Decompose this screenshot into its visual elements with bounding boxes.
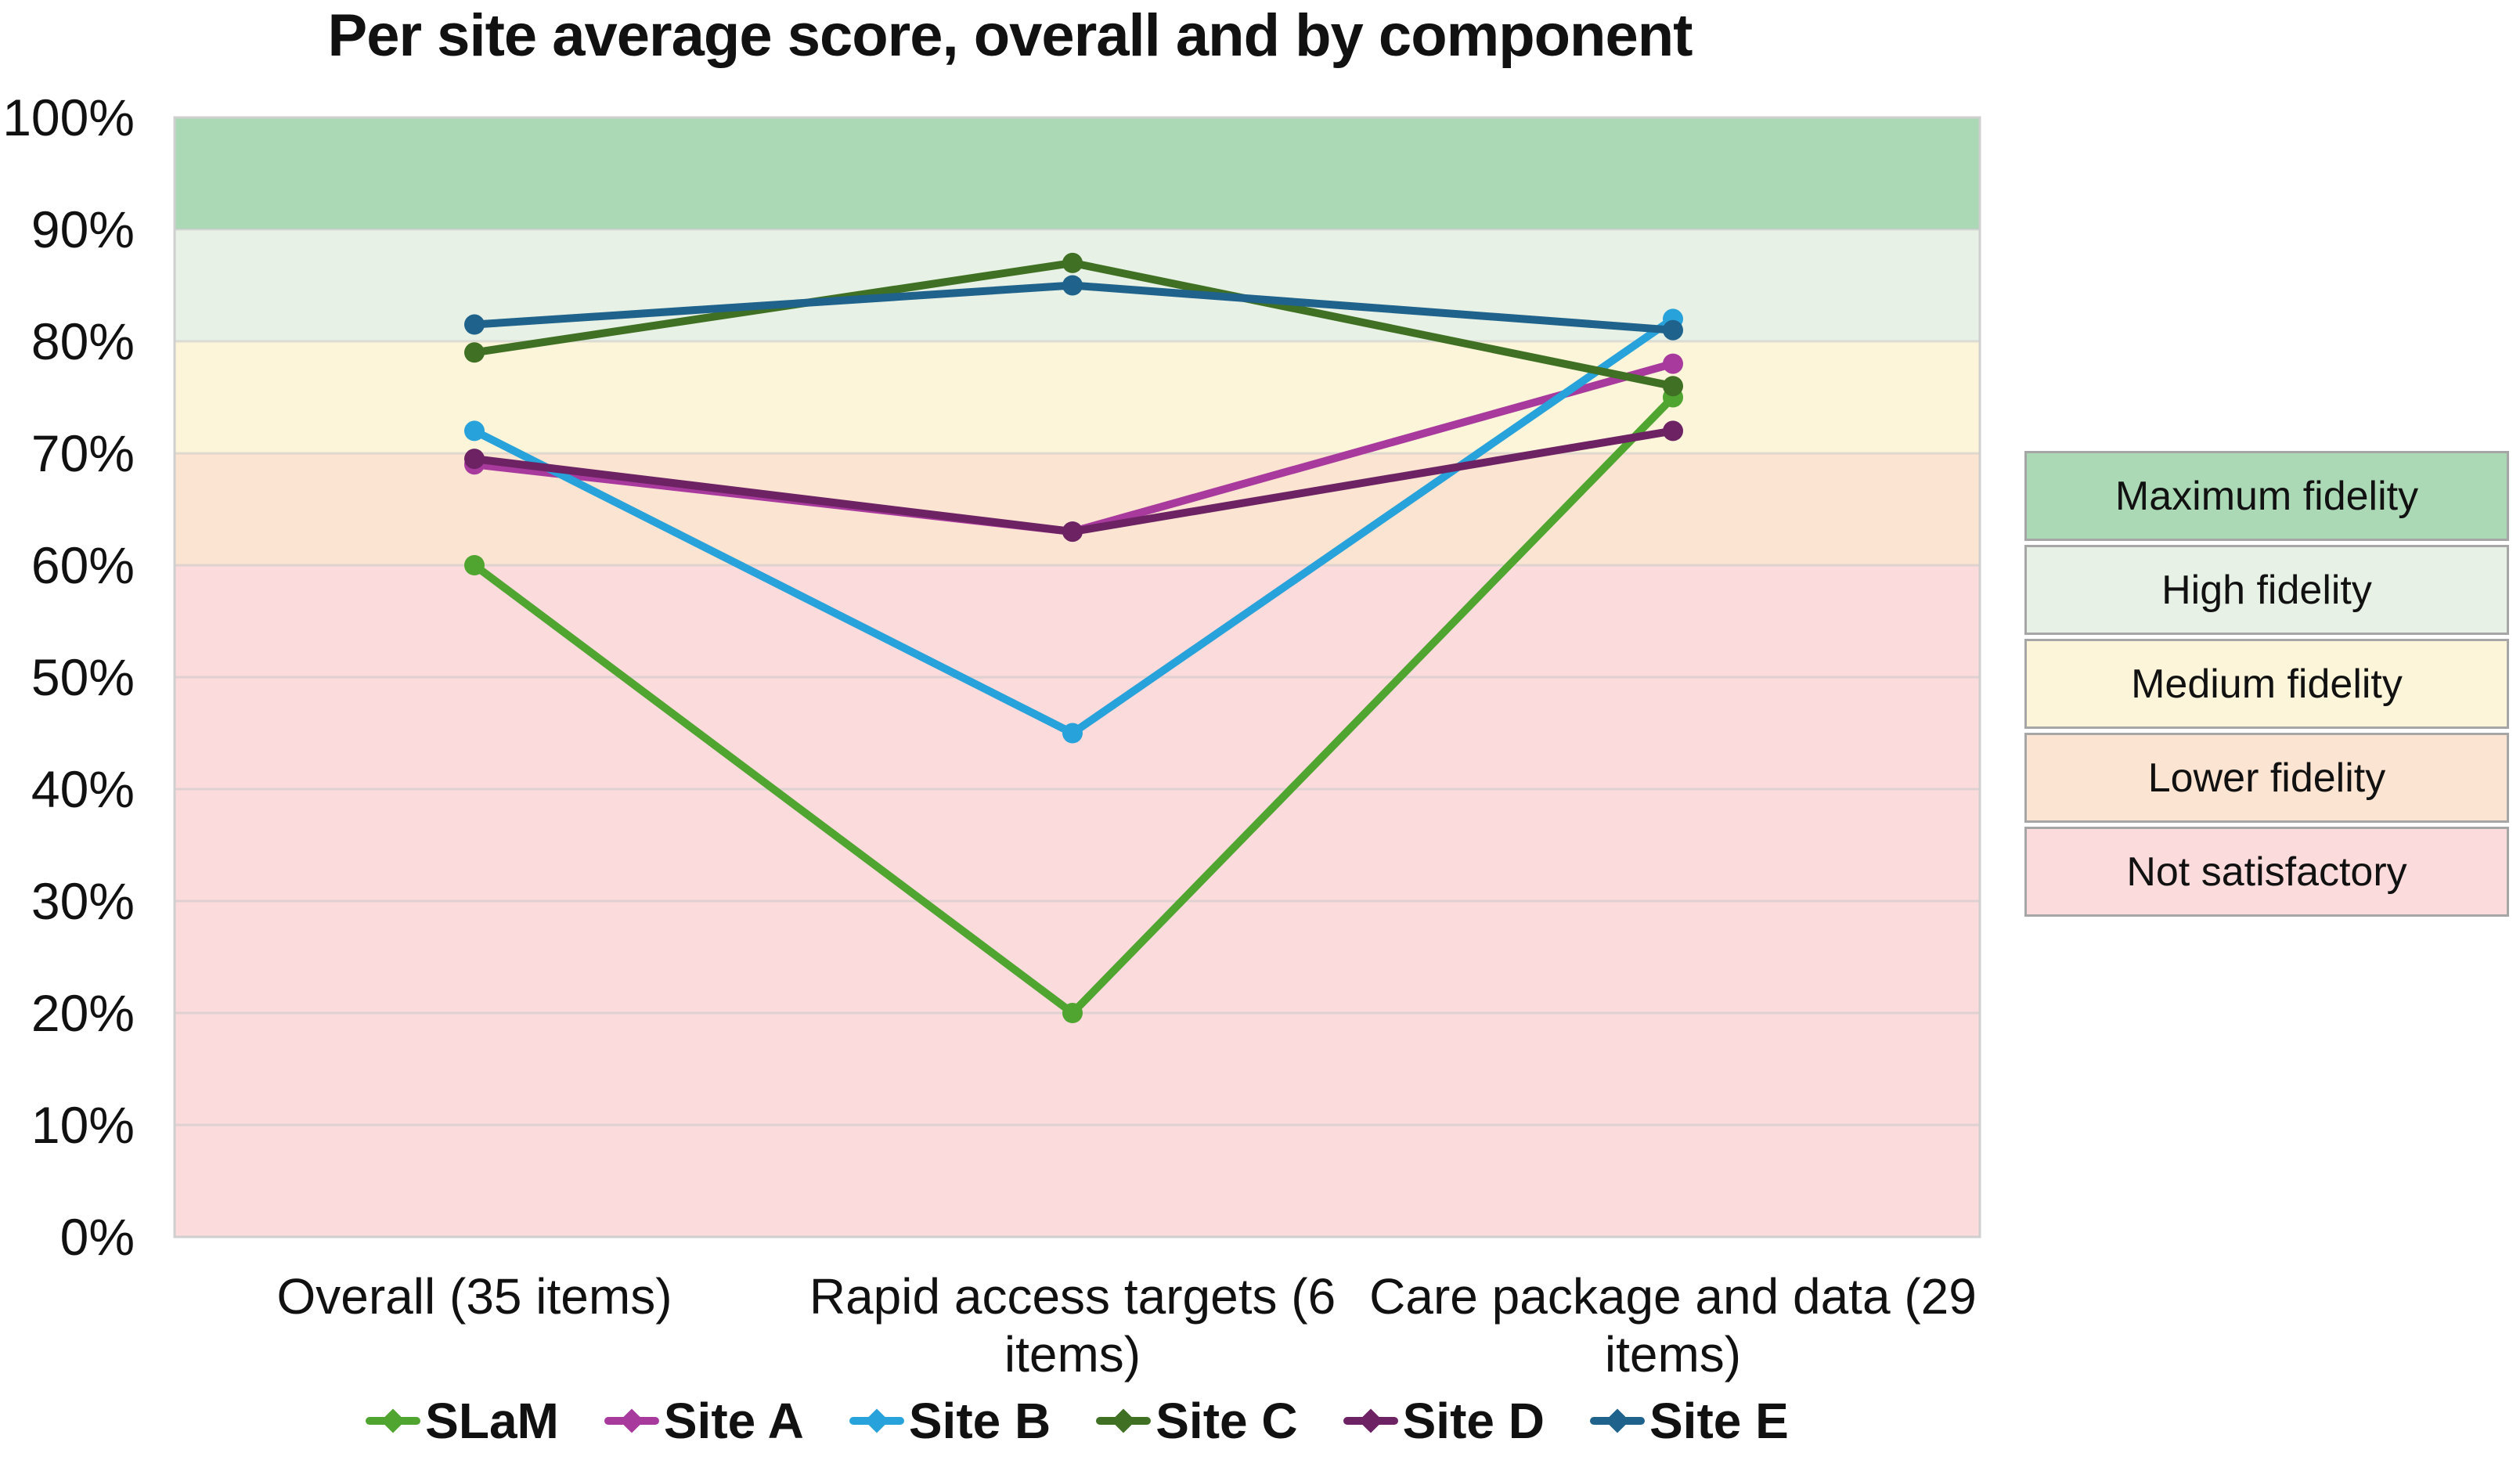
- legend-marker-icon: [366, 1408, 421, 1433]
- data-point: [1663, 353, 1683, 374]
- data-point: [464, 342, 485, 363]
- legend-label: Site B: [908, 1393, 1051, 1449]
- legend-item-site-e: Site E: [1589, 1392, 1789, 1450]
- legend-marker-icon: [604, 1408, 659, 1433]
- data-point: [1062, 521, 1083, 543]
- y-tick-label: 30%: [31, 872, 135, 930]
- series-legend: SLaM Site A Site B Site C Site D Site E: [175, 1386, 1980, 1456]
- legend-item-site-d: Site D: [1343, 1392, 1545, 1450]
- x-axis-labels: Overall (35 items) Rapid access targets (…: [277, 1268, 1977, 1382]
- fidelity-legend: Maximum fidelity High fidelity Medium fide…: [2024, 451, 2509, 917]
- y-tick-label: 90%: [31, 200, 135, 258]
- legend-label: Site E: [1649, 1393, 1789, 1449]
- fidelity-row-medium-fidelity: Medium fidelity: [2024, 639, 2509, 729]
- y-tick-label: 10%: [31, 1096, 135, 1154]
- x-axis-label: Overall (35 items): [277, 1268, 672, 1325]
- fidelity-row-lower-fidelity: Lower fidelity: [2024, 733, 2509, 823]
- data-point: [1663, 319, 1683, 341]
- legend-diamond: [1605, 1408, 1630, 1433]
- legend-marker-icon: [1096, 1408, 1152, 1433]
- legend-item-slam: SLaM: [366, 1392, 559, 1450]
- series-site-d: [464, 420, 1683, 543]
- legend-marker-icon: [1589, 1408, 1645, 1433]
- y-tick-label: 60%: [31, 536, 135, 594]
- plot-border: [173, 116, 1981, 1238]
- data-point: [1663, 420, 1683, 442]
- x-axis-label: Rapid access targets (6 items): [809, 1268, 1336, 1382]
- band-maximum-fidelity: [175, 117, 1980, 229]
- y-tick-label: 80%: [31, 312, 135, 370]
- y-tick-label: 40%: [31, 760, 135, 818]
- y-tick-label: 20%: [31, 984, 135, 1042]
- legend-item-site-c: Site C: [1096, 1392, 1298, 1450]
- data-point: [1663, 376, 1683, 397]
- data-point: [1062, 723, 1083, 744]
- fidelity-row-maximum-fidelity: Maximum fidelity: [2024, 451, 2509, 541]
- legend-label: SLaM: [425, 1393, 559, 1449]
- legend-label: Site C: [1155, 1393, 1298, 1449]
- legend-diamond: [1111, 1408, 1136, 1433]
- legend-label: Site D: [1402, 1393, 1545, 1449]
- data-point: [464, 449, 485, 470]
- series-site-e: [464, 275, 1683, 341]
- plot-frame: [173, 116, 1981, 1238]
- legend-marker-icon: [1343, 1408, 1398, 1433]
- legend-marker-icon: [849, 1408, 904, 1433]
- band-lower-fidelity: [175, 453, 1980, 565]
- y-tick-label: 70%: [31, 424, 135, 482]
- fidelity-row-high-fidelity: High fidelity: [2024, 545, 2509, 635]
- data-point: [1062, 252, 1083, 273]
- band-medium-fidelity: [175, 341, 1980, 453]
- y-tick-label: 100%: [2, 88, 135, 146]
- data-point: [464, 555, 485, 575]
- legend-item-site-b: Site B: [849, 1392, 1051, 1450]
- y-tick-label: 50%: [31, 648, 135, 706]
- y-tick-label: 0%: [60, 1208, 135, 1266]
- data-point: [464, 314, 485, 335]
- data-point: [1062, 275, 1083, 296]
- y-axis-ticks: 0% 10% 20% 30% 40% 50% 60% 70% 80% 90% 100%: [2, 88, 135, 1266]
- legend-diamond: [1358, 1408, 1383, 1433]
- data-point: [1062, 1003, 1083, 1023]
- data-series: [464, 252, 1683, 1023]
- series-site-c: [464, 252, 1683, 397]
- legend-diamond: [380, 1408, 406, 1433]
- legend-diamond: [864, 1408, 889, 1433]
- data-point: [464, 420, 485, 442]
- fidelity-row-not-satisfactory: Not satisfactory: [2024, 827, 2509, 917]
- legend-item-site-a: Site A: [604, 1392, 804, 1450]
- legend-diamond: [619, 1408, 644, 1433]
- chart-title: Per site average score, overall and by c…: [327, 2, 1693, 69]
- x-axis-label: Care package and data (29 items): [1369, 1268, 1977, 1382]
- legend-label: Site A: [663, 1393, 804, 1449]
